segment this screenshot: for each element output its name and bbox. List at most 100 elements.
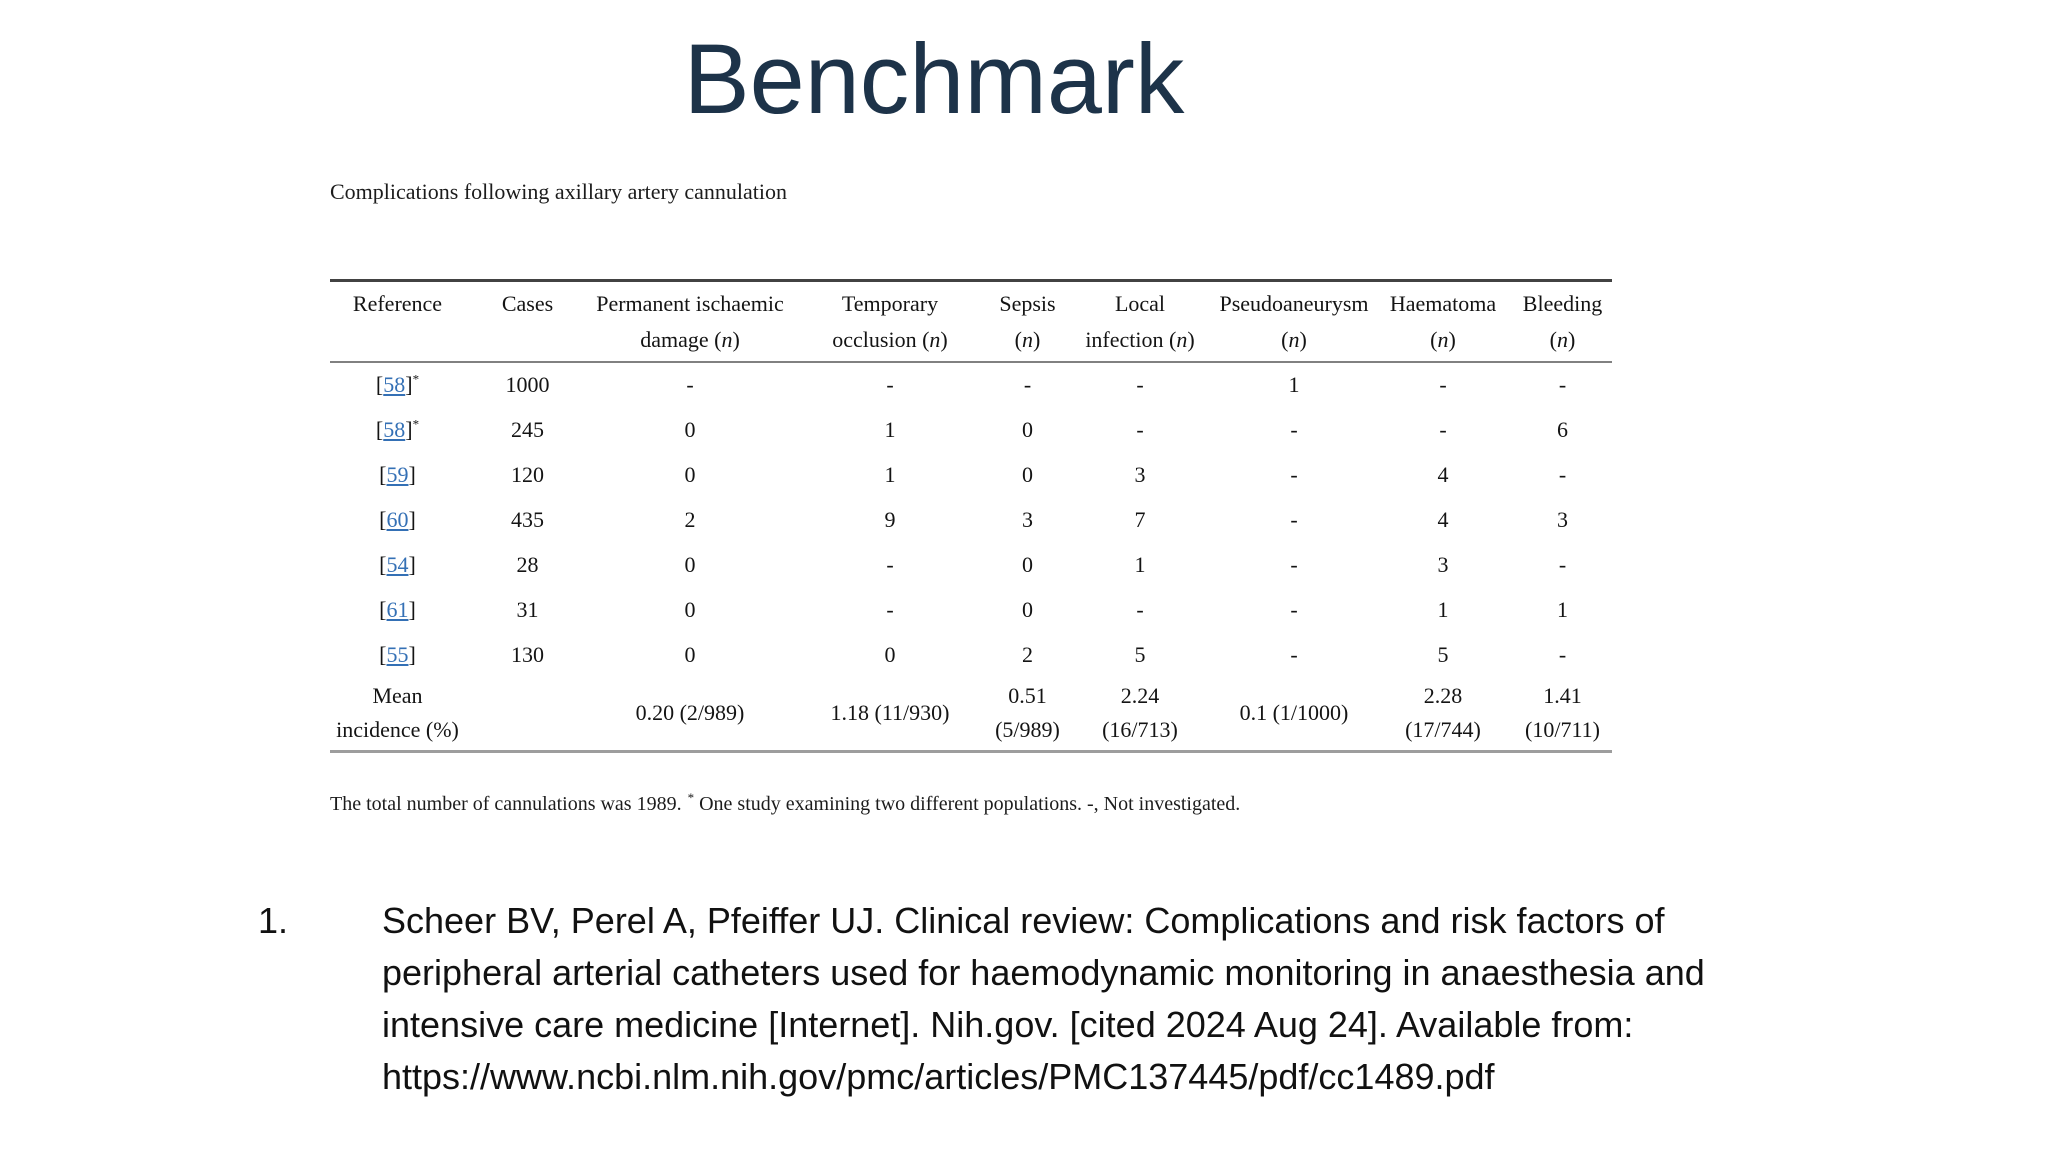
cases-cell: 130 [511,641,544,667]
value-cell: 1 [884,416,896,442]
table-row: [59] 120 0 1 0 3 - 4 - [330,452,1612,497]
value-cell: - [1439,416,1447,442]
value-cell: - [1136,416,1144,442]
value-cell: 7 [1134,506,1146,532]
table-body: [58]* 1000- - - -1- - [58]* 245 0 1 0- - -6 [59] 120 0 1… [330,362,1612,677]
table-row: [58]* 1000 - - - - 1 - - [330,362,1612,407]
value-cell: - [886,551,894,577]
value-cell: - [886,596,894,622]
value-cell: 4 [1437,461,1449,487]
summary-value-cell: 2.28 (17/744) [1373,677,1513,753]
value-cell: 0 [684,461,696,487]
reference-link[interactable]: 58 [383,416,406,442]
value-cell: 5 [1134,641,1146,667]
cases-cell: 31 [516,596,539,622]
reference-link[interactable]: 60 [386,506,409,532]
value-cell: 1 [1288,372,1300,397]
value-cell: 0 [684,551,696,577]
table-footnote: The total number of cannulations was 198… [330,791,1241,816]
summary-value-cell: 1.41 (10/711) [1513,677,1612,753]
table-row: [55] 130 0 0 2 5 - 5 - [330,632,1612,677]
table-row: [58]* 245 0 1 0 - - - 6 [330,407,1612,452]
value-cell: - [1558,372,1567,397]
column-header-permanent-ischaemic-damage: Permanent ischaemic damage (n) [590,280,790,363]
value-cell: 1 [1557,596,1568,622]
cases-cell: 435 [511,506,544,532]
column-header-cases: Cases [465,280,590,363]
value-cell: 2 [1022,641,1033,667]
value-cell: 0 [1022,416,1033,442]
value-cell: 0 [1022,461,1033,487]
value-cell: - [1558,461,1567,487]
table-row: [60] 435 2 9 3 7 - 4 3 [330,497,1612,542]
asterisk-superscript: * [412,371,420,387]
summary-row: Mean incidence (%) 0.20 (2/989) 1.18 (11… [330,677,1612,753]
summary-value-cell: 2.24 (16/713) [1065,677,1215,753]
reference-text: Scheer BV, Perel A, Pfeiffer UJ. Clinica… [382,900,1705,1097]
value-cell: - [1290,596,1298,622]
value-cell: - [1290,551,1298,577]
reference-cell: [61] [379,596,416,622]
value-cell: 3 [1557,506,1568,532]
reference-link[interactable]: 55 [386,641,409,667]
table-header: Reference Cases Permanent ischaemic dama… [330,280,1612,363]
column-header-local-infection: Local infection (n) [1065,280,1215,363]
reference-number: 1. [258,900,289,941]
column-header-bleeding: Bleeding (n) [1513,280,1612,363]
value-cell: 6 [1557,416,1568,442]
cases-cell: 245 [511,416,544,442]
column-header-reference: Reference [330,280,465,363]
value-cell: - [1558,551,1567,577]
reference-link[interactable]: 54 [386,551,409,577]
value-cell: 5 [1437,641,1449,667]
value-cell: 2 [684,506,696,532]
column-header-pseudoaneurysm: Pseudoaneurysm (n) [1215,280,1373,363]
value-cell: 0 [1022,551,1033,577]
footnote-text-1: The total number of cannulations was 198… [330,793,682,815]
value-cell: - [1290,416,1298,442]
summary-value-cell: 0.51 (5/989) [990,677,1065,753]
value-cell: - [1290,641,1298,667]
footnote-text-2: One study examining two different popula… [699,793,1241,815]
figure-caption: Complications following axillary artery … [330,179,787,204]
complications-table: Reference Cases Permanent ischaemic dama… [330,279,1612,753]
page-title: Benchmark [683,23,1185,134]
value-cell: - [886,372,894,397]
references-list: 1. Scheer BV, Perel A, Pfeiffer UJ. Clin… [258,895,1782,1103]
reference-cell: [59] [379,461,416,487]
value-cell: 0 [684,641,696,667]
reference-cell: [58]* [375,416,420,442]
value-cell: 3 [1437,551,1449,577]
value-cell: 0 [684,596,696,622]
value-cell: 1 [1437,596,1449,622]
value-cell: 0 [1022,596,1033,622]
cases-cell: 1000 [505,372,550,397]
value-cell: 3 [1134,461,1146,487]
value-cell: 4 [1437,506,1449,532]
value-cell: 1 [1134,551,1146,577]
value-cell: - [1136,596,1144,622]
reference-cell: [60] [379,506,416,532]
reference-link[interactable]: 61 [386,596,409,622]
table-row: [61] 31 0 - 0 - - 1 1 [330,587,1612,632]
reference-cell: [54] [379,551,416,577]
column-header-haematoma: Haematoma (n) [1373,280,1513,363]
value-cell: - [1023,372,1032,397]
reference-link[interactable]: 59 [386,461,409,487]
column-header-temporary-occlusion: Temporary occlusion (n) [790,280,990,363]
value-cell: 0 [684,416,696,442]
column-header-sepsis: Sepsis (n) [990,280,1065,363]
value-cell: 3 [1022,506,1033,532]
value-cell: - [1558,641,1567,667]
asterisk-superscript: * [412,416,420,432]
reference-link[interactable]: 58 [383,372,406,397]
summary-value-cell: 1.18 (11/930) [790,677,990,753]
summary-label-cell: Mean incidence (%) [330,677,465,753]
summary-value-cell: 0.1 (1/1000) [1215,677,1373,753]
cases-cell: 28 [516,551,539,577]
value-cell: - [1290,461,1298,487]
value-cell: - [1290,506,1298,532]
cases-cell: 120 [511,461,544,487]
summary-cases-cell [465,677,590,753]
table-row: [54] 28 0 - 0 1 - 3 - [330,542,1612,587]
